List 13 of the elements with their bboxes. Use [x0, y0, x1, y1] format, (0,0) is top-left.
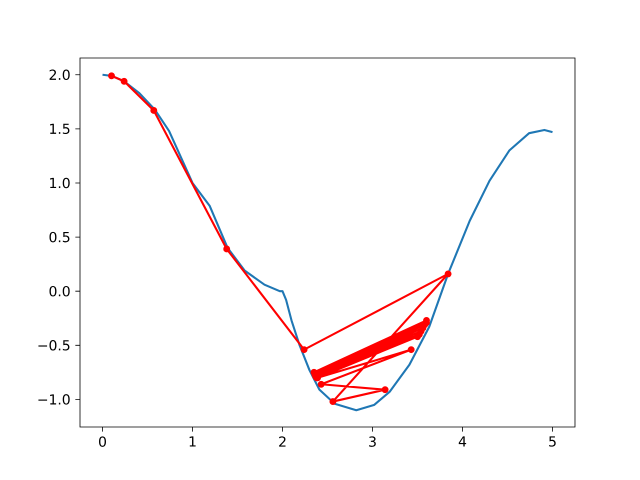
y-tick-label: 1.5	[50, 124, 70, 134]
y-tick-label: −0.5	[38, 340, 70, 351]
x-tick-label: 0	[99, 436, 106, 447]
x-tick-label: 3	[369, 436, 376, 447]
x-tick-label: 4	[458, 436, 466, 446]
y-tick-label: 0.0	[49, 286, 70, 296]
x-tick-label: 2	[279, 436, 286, 447]
y-tick-label: 2.0	[50, 70, 70, 80]
y-tick-label: 1.0	[50, 178, 70, 188]
x-tick-label: 5	[549, 436, 556, 447]
x-tick-label: 1	[190, 436, 196, 446]
y-tick-label: 0.5	[49, 232, 70, 242]
y-tick-label: −1.0	[38, 394, 70, 405]
